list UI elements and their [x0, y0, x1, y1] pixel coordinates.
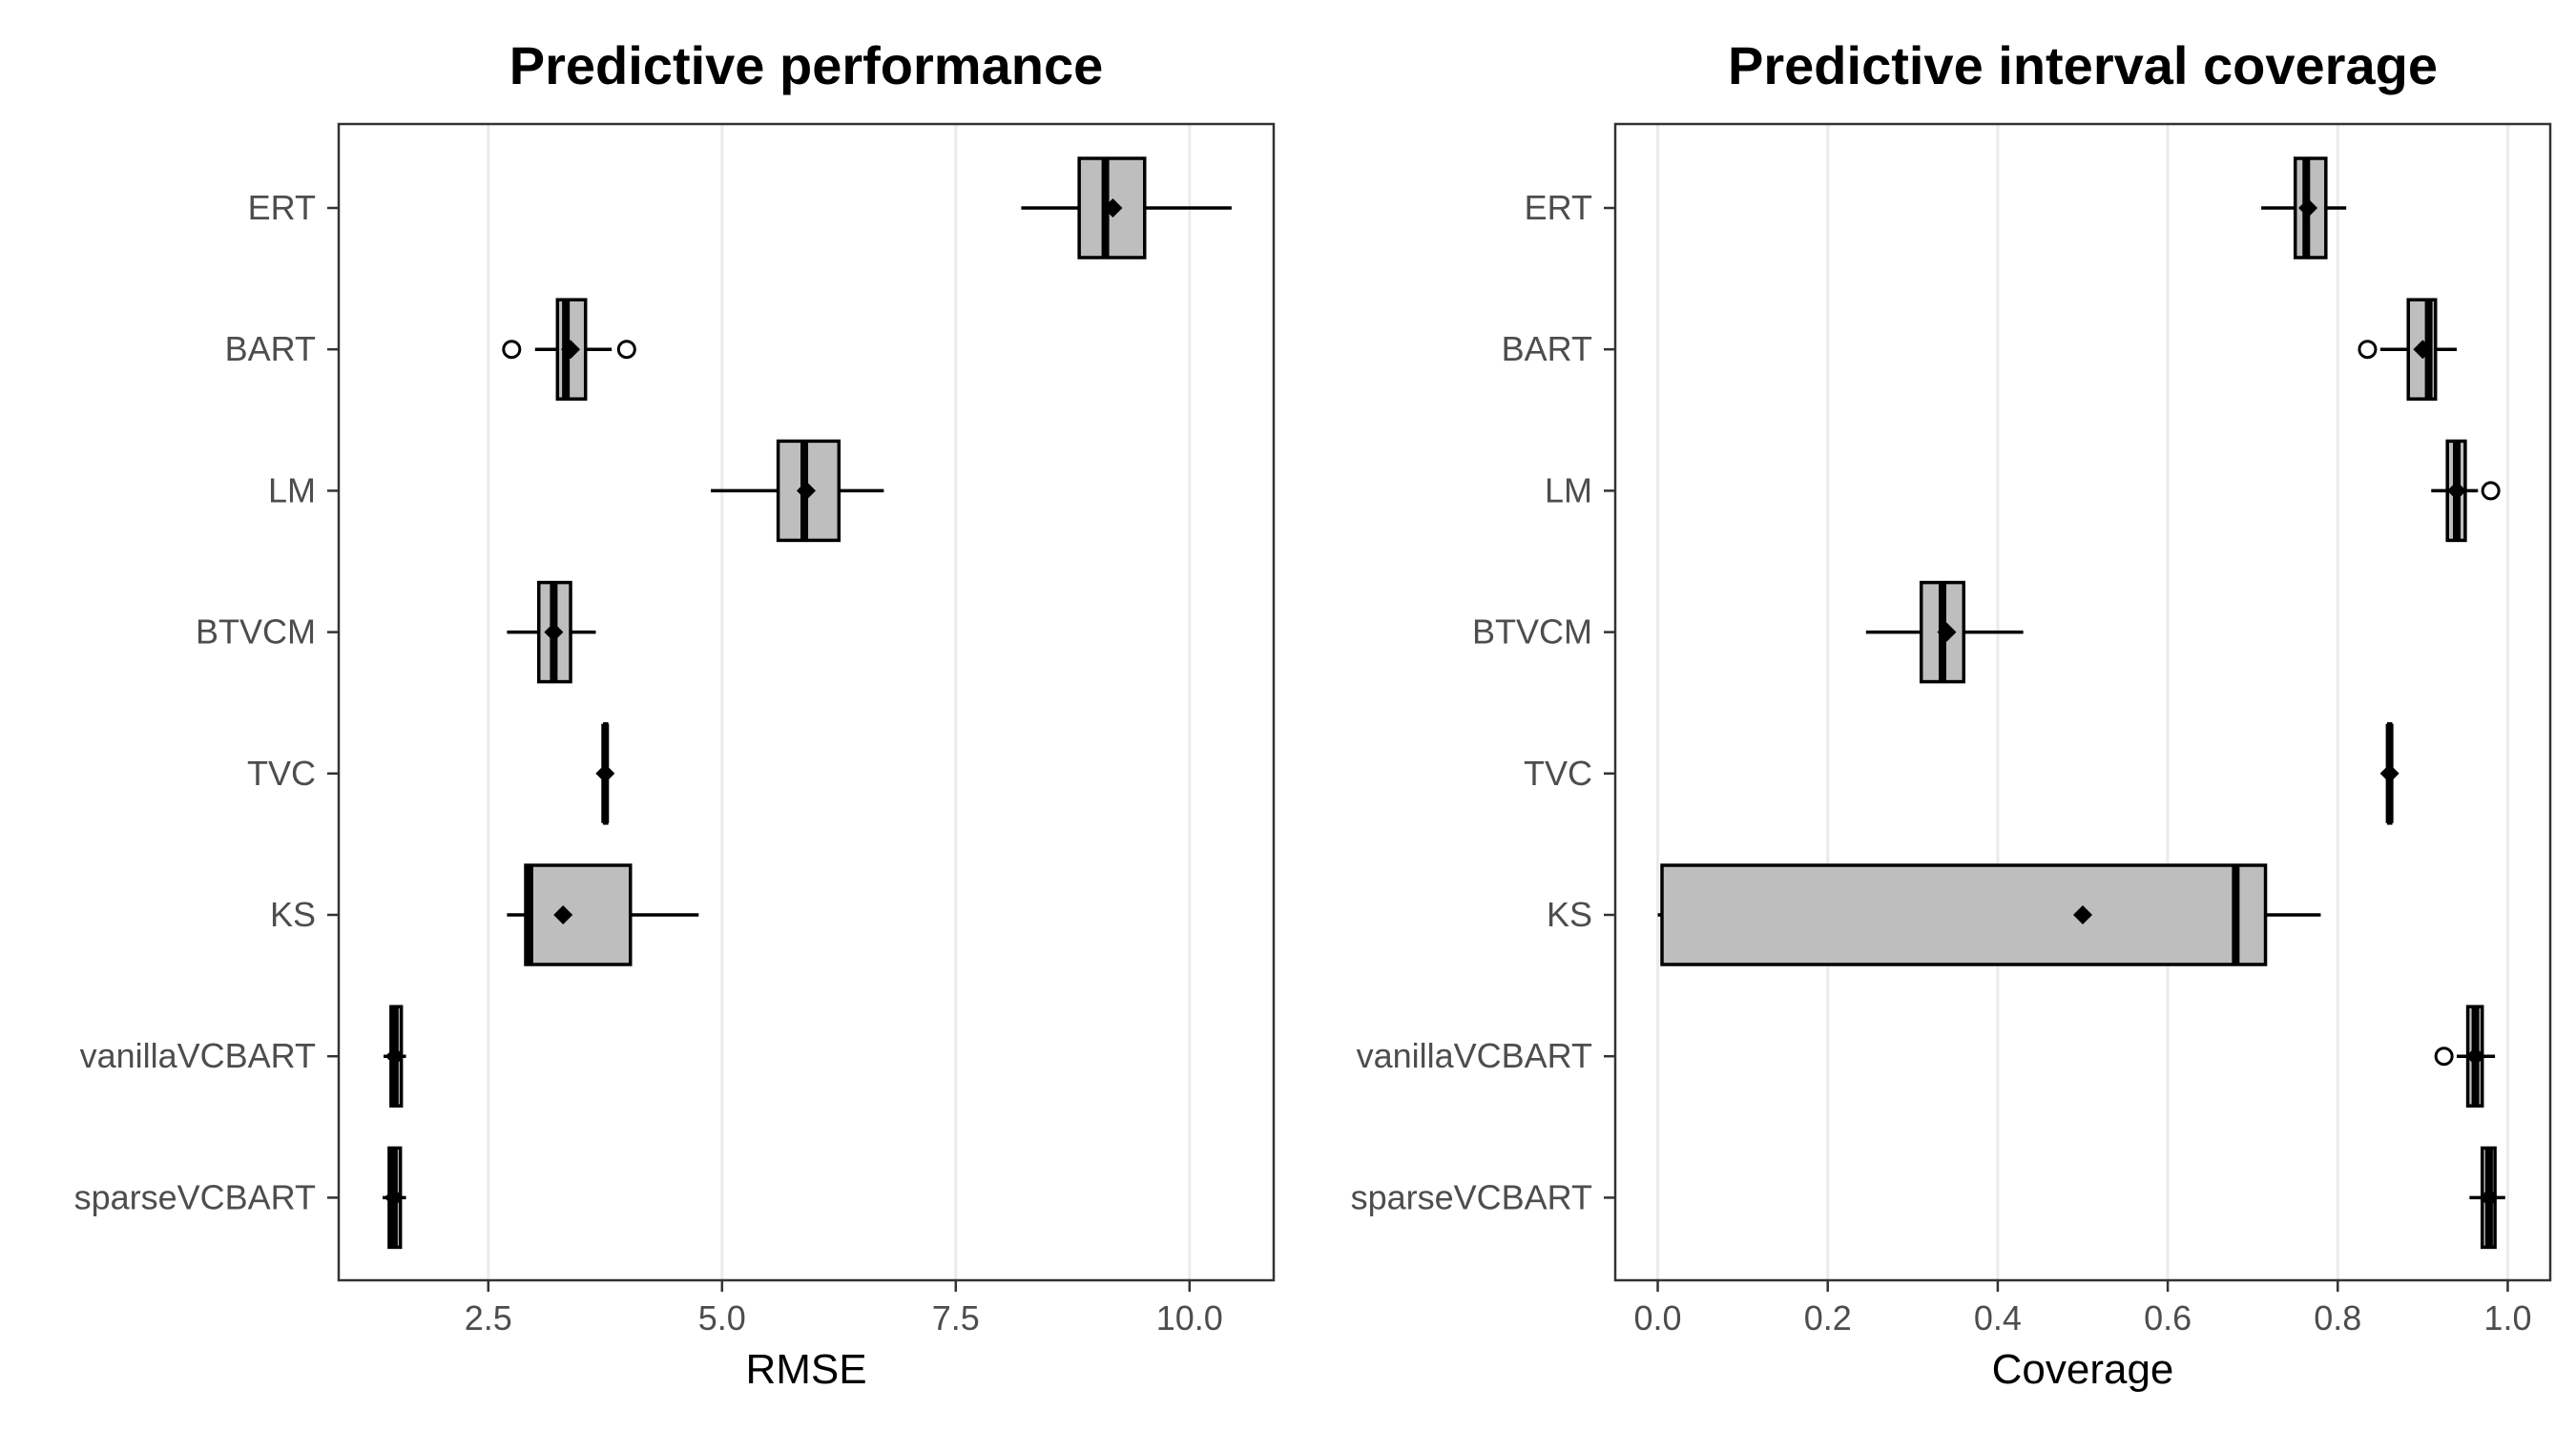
rmse-plot-background — [339, 124, 1274, 1280]
coverage-outlier-vanillaVCBART-0 — [2434, 1047, 2454, 1067]
rmse-x-tick-label-1: 5.0 — [698, 1298, 746, 1338]
rmse-mean-KS — [553, 905, 573, 924]
rmse-mean-BTVCM — [544, 622, 564, 642]
rmse-box-vanillaVCBART — [384, 1005, 406, 1108]
coverage-mean-vanillaVCBART — [2465, 1047, 2485, 1067]
rmse-y-tick-label-2: LM — [268, 470, 316, 509]
coverage-y-tick-label-3: BTVCM — [1472, 612, 1592, 652]
coverage-x-tick-label-5: 1.0 — [2483, 1298, 2531, 1338]
coverage-y-tick-label-5: KS — [1547, 895, 1592, 934]
coverage-x-axis-title: Coverage — [1992, 1346, 2174, 1393]
coverage-mean-ERT — [2298, 198, 2318, 218]
rmse-mean-TVC — [595, 763, 615, 783]
coverage-y-tick-label-6: vanillaVCBART — [1357, 1036, 1592, 1075]
rmse-panel-border — [337, 122, 1276, 1282]
coverage-outlier-LM-0 — [2481, 481, 2501, 501]
rmse-outlier-BART-1 — [616, 340, 636, 360]
coverage-y-tick-label-4: TVC — [1524, 754, 1592, 793]
rmse-y-tick-label-1: BART — [225, 329, 316, 368]
coverage-box-BART — [2358, 298, 2457, 401]
rmse-x-tick-label-0: 2.5 — [465, 1298, 512, 1338]
rmse-x-axis-title: RMSE — [745, 1346, 866, 1393]
coverage-y-tick-label-2: LM — [1545, 470, 1592, 509]
rmse-box-BART — [502, 298, 636, 401]
coverage-panel-title: Predictive interval coverage — [1728, 35, 2438, 95]
rmse-box-sparseVCBART — [383, 1146, 406, 1250]
coverage-panel-border — [1613, 122, 2552, 1282]
coverage-y-tick-label-7: sparseVCBART — [1351, 1177, 1592, 1216]
rmse-panel: Predictive performance RMSE ERT BART LM BTV… — [74, 35, 1276, 1393]
rmse-y-tick-label-5: KS — [270, 895, 316, 934]
rmse-outlier-BART-0 — [502, 340, 522, 360]
rmse-box-KS — [507, 863, 699, 966]
rmse-mean-LM — [797, 481, 816, 501]
coverage-x-tick-label-3: 0.6 — [2144, 1298, 2192, 1338]
coverage-mean-KS — [2073, 905, 2092, 924]
coverage-mean-BTVCM — [1937, 622, 1957, 642]
rmse-box-LM — [711, 439, 884, 543]
rmse-y-tick-label-6: vanillaVCBART — [80, 1036, 316, 1075]
rmse-x-tick-label-2: 7.5 — [932, 1298, 980, 1338]
coverage-mean-LM — [2447, 481, 2466, 501]
coverage-x-tick-label-1: 0.2 — [1804, 1298, 1852, 1338]
coverage-box-TVC — [2379, 722, 2399, 825]
coverage-box-body-KS — [1660, 863, 2268, 966]
rmse-mean-vanillaVCBART — [384, 1047, 405, 1067]
rmse-y-tick-label-3: BTVCM — [196, 612, 316, 652]
coverage-mean-TVC — [2379, 763, 2399, 783]
coverage-x-tick-label-0: 0.0 — [1634, 1298, 1682, 1338]
coverage-box-BTVCM — [1865, 580, 2024, 684]
rmse-box-body-ERT — [1077, 156, 1147, 259]
coverage-x-tick-label-2: 0.4 — [1974, 1298, 2022, 1338]
coverage-y-tick-label-1: BART — [1502, 329, 1592, 368]
rmse-panel-title: Predictive performance — [509, 35, 1103, 95]
rmse-box-body-KS — [524, 863, 633, 966]
rmse-x-tick-label-3: 10.0 — [1156, 1298, 1223, 1338]
coverage-box-sparseVCBART — [2469, 1146, 2505, 1250]
coverage-panel: Predictive interval coverage Coverage ER… — [1351, 35, 2552, 1393]
rmse-mean-BART — [561, 340, 581, 360]
rmse-box-TVC — [595, 722, 615, 825]
rmse-y-tick-label-0: ERT — [248, 188, 316, 227]
coverage-box-LM — [2431, 439, 2501, 543]
rmse-y-tick-label-7: sparseVCBART — [74, 1177, 316, 1216]
coverage-x-tick-label-4: 0.8 — [2314, 1298, 2361, 1338]
rmse-mean-ERT — [1103, 198, 1123, 218]
rmse-y-tick-label-4: TVC — [247, 754, 316, 793]
coverage-y-tick-label-0: ERT — [1525, 188, 1592, 227]
coverage-outlier-BART-0 — [2358, 340, 2378, 360]
coverage-plot-background — [1615, 124, 2550, 1280]
coverage-box-KS — [1657, 863, 2321, 966]
rmse-box-BTVCM — [507, 580, 596, 684]
coverage-box-ERT — [2261, 156, 2347, 259]
coverage-box-vanillaVCBART — [2434, 1005, 2496, 1108]
rmse-box-ERT — [1021, 156, 1232, 259]
rmse-mean-sparseVCBART — [384, 1188, 404, 1208]
coverage-mean-sparseVCBART — [2479, 1188, 2499, 1208]
coverage-mean-BART — [2413, 340, 2433, 360]
